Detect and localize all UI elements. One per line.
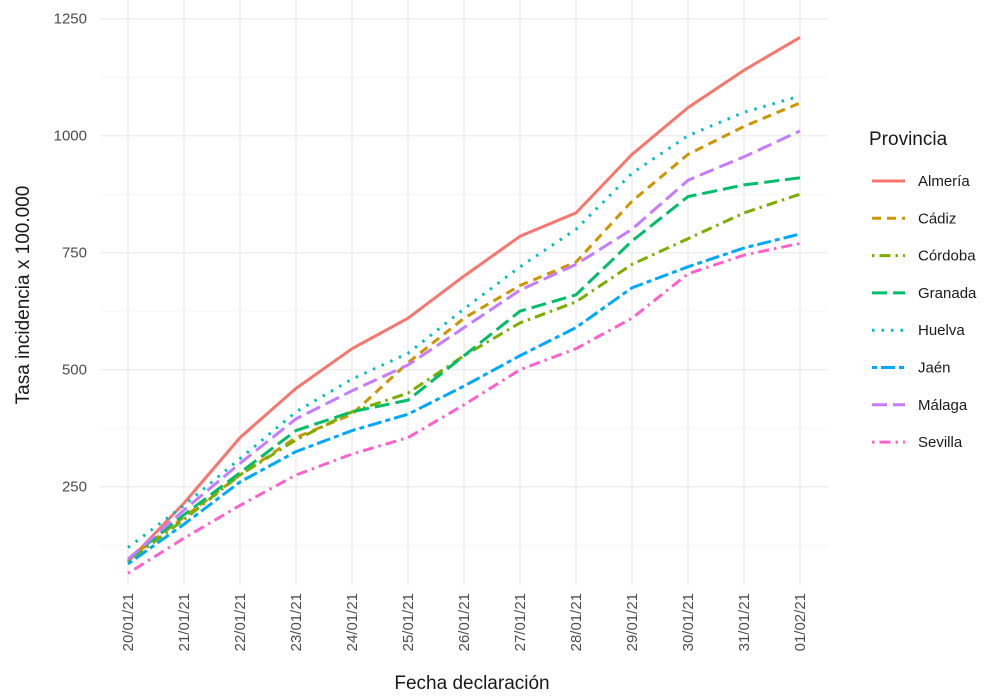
series-line xyxy=(127,192,801,563)
x-axis-title: Fecha declaración xyxy=(394,673,549,694)
series-line xyxy=(126,36,801,563)
x-tick-labels: 20/01/21 21/01/21 22/01/21 23/01/21 24/01/21… xyxy=(120,593,809,651)
x-tick-label: 22/01/21 xyxy=(232,593,249,651)
x-tick-label: 29/01/21 xyxy=(624,593,641,651)
series-line xyxy=(127,232,801,566)
x-tick-label: 01/02/21 xyxy=(792,593,809,651)
x-tick-label: 28/01/21 xyxy=(568,593,585,651)
y-tick-labels: 250 500 750 1000 1250 xyxy=(54,11,87,496)
legend-label: Málaga xyxy=(918,397,968,414)
legend: Provincia Almería Cádiz Córdoba Granada Huel… xyxy=(869,129,977,451)
series-line xyxy=(127,94,801,549)
x-tick-label: 21/01/21 xyxy=(176,593,193,651)
x-tick-label: 27/01/21 xyxy=(512,593,529,651)
legend-label: Almería xyxy=(918,173,970,190)
y-axis-title: Tasa incidencia x 100.000 xyxy=(13,186,34,405)
x-tick-label: 20/01/21 xyxy=(120,593,137,651)
x-tick-label: 24/01/21 xyxy=(344,593,361,651)
y-tick-label: 1250 xyxy=(54,11,87,28)
legend-label: Granada xyxy=(918,285,977,302)
y-tick-label: 250 xyxy=(62,479,87,496)
series-lines xyxy=(126,36,801,575)
legend-label: Sevilla xyxy=(918,434,963,451)
series-line xyxy=(127,176,801,561)
series-line xyxy=(127,129,801,561)
y-tick-label: 750 xyxy=(62,245,87,262)
legend-label: Jaén xyxy=(918,360,951,377)
x-tick-label: 26/01/21 xyxy=(456,593,473,651)
y-tick-label: 500 xyxy=(62,362,87,379)
series-line xyxy=(127,241,801,575)
legend-title: Provincia xyxy=(869,129,948,150)
x-tick-label: 25/01/21 xyxy=(400,593,417,651)
legend-label: Córdoba xyxy=(918,248,976,265)
x-tick-label: 23/01/21 xyxy=(288,593,305,651)
x-tick-label: 31/01/21 xyxy=(736,593,753,651)
x-tick-label: 30/01/21 xyxy=(680,593,697,651)
legend-label: Huelva xyxy=(918,322,965,339)
y-tick-label: 1000 xyxy=(54,128,87,145)
legend-label: Cádiz xyxy=(918,210,956,227)
